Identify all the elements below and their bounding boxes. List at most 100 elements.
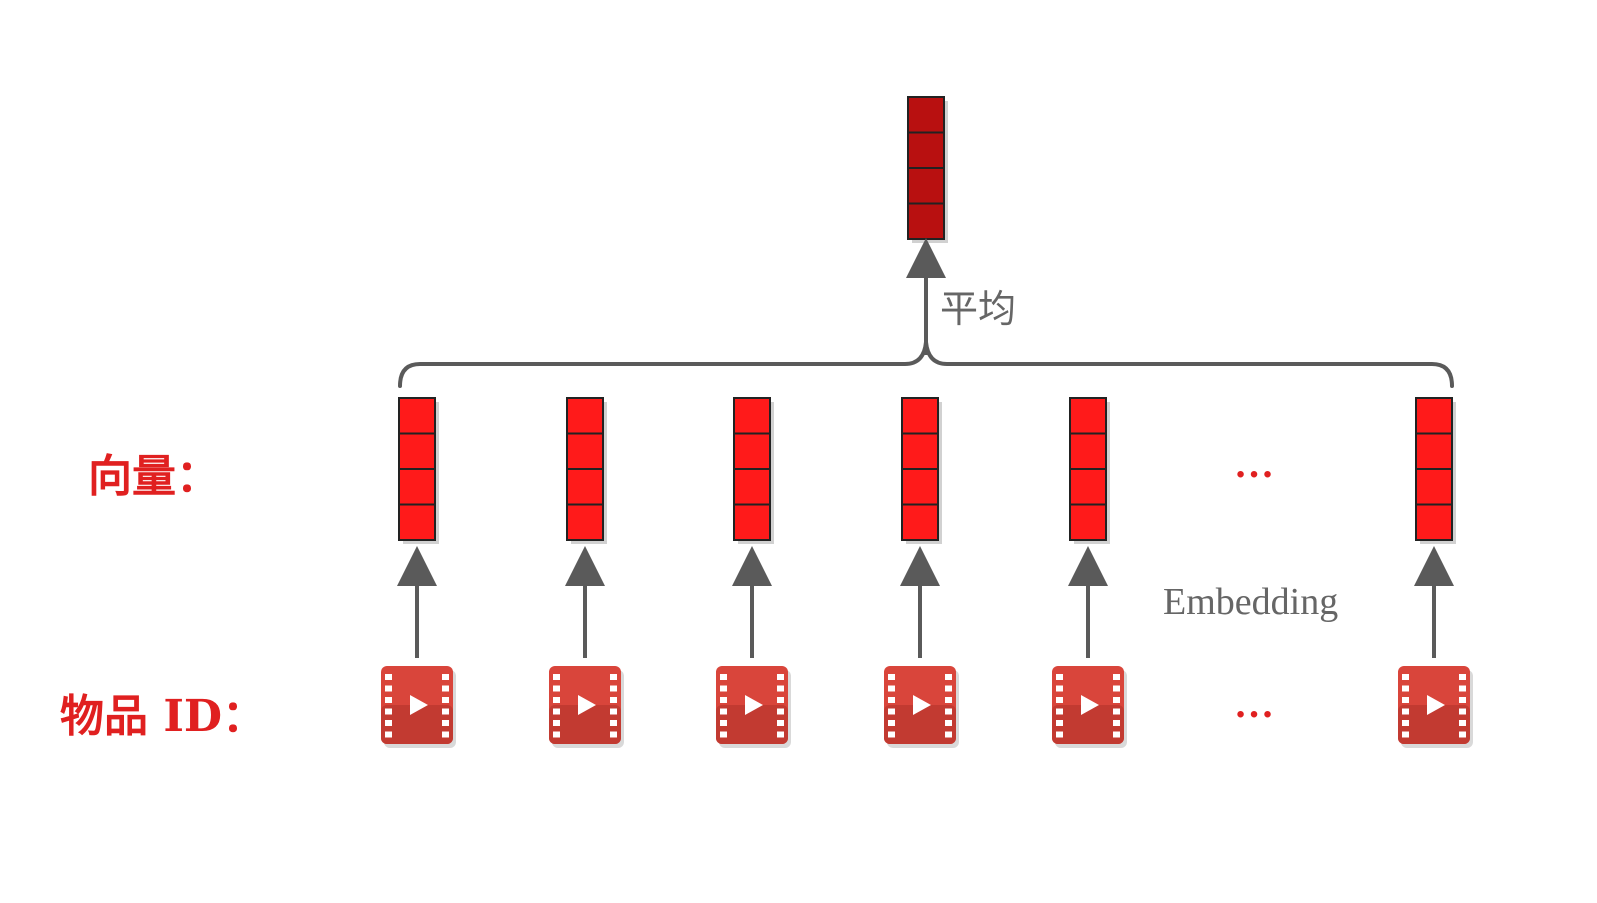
video-film-icon-2-hole-left: [553, 708, 560, 715]
video-film-icon-4-hole-left: [888, 708, 895, 715]
video-film-icon-5-hole-left: [1056, 720, 1063, 726]
video-film-icon-6-play: [1427, 695, 1445, 715]
video-film-icon-4-hole-right: [945, 674, 952, 680]
video-film-icon-4-hole-left: [888, 685, 895, 692]
video-film-icon-1-hole-right: [442, 697, 449, 703]
item-ellipsis: …: [1234, 681, 1276, 726]
vector-1-cell: [398, 503, 436, 541]
vector-5-cell: [1069, 432, 1107, 470]
vector-ellipsis: …: [1234, 441, 1276, 486]
video-film-icon-4-hole-left: [888, 731, 895, 738]
video-film-icon-5-hole-right: [1113, 697, 1120, 703]
video-film-icon-5-hole-left: [1056, 685, 1063, 692]
pooled-vector-cell: [907, 167, 945, 205]
video-film-icon-3-hole-left: [720, 720, 727, 726]
video-film-icon-1-play: [410, 695, 428, 715]
vector-6-cell: [1415, 397, 1453, 435]
pooled-vector-cell: [907, 202, 945, 240]
video-film-icon-1-hole-left: [385, 720, 392, 726]
video-film-icon-3-hole-right: [777, 685, 784, 692]
video-film-icon-3-lower: [716, 705, 788, 744]
brace: [398, 341, 1454, 388]
vector-5-cell: [1069, 468, 1107, 506]
video-film-icon-2-hole-left: [553, 685, 560, 692]
average-label: 平均: [940, 287, 1017, 331]
video-film-icon-5-hole-right: [1113, 685, 1120, 692]
video-film-icon-3-hole-left: [720, 685, 727, 692]
video-film-icon-6-lower: [1398, 705, 1470, 744]
video-film-icon-1-hole-left: [385, 708, 392, 715]
video-film-icon-2-hole-right: [610, 685, 617, 692]
video-film-icon-6-hole-right: [1459, 731, 1466, 738]
video-film-icon-2-play: [578, 695, 596, 715]
vector-6-cell: [1415, 468, 1453, 506]
video-film-icon-5-hole-right: [1113, 674, 1120, 680]
video-film-icon-6-hole-right: [1459, 720, 1466, 726]
video-film-icon-2-hole-right: [610, 731, 617, 738]
pooled-vector-cell: [907, 96, 945, 134]
vector-5-cell: [1069, 397, 1107, 435]
video-film-icon-5-hole-right: [1113, 708, 1120, 715]
video-film-icon-5-hole-left: [1056, 697, 1063, 703]
video-film-icon-6-hole-left: [1402, 674, 1409, 680]
video-film-icon-5-hole-left: [1056, 674, 1063, 680]
vectors-row-label: 向量：: [88, 451, 220, 502]
video-film-icon-1-hole-right: [442, 708, 449, 715]
video-film-icon-3-hole-right: [777, 708, 784, 715]
video-film-icon-6-hole-right: [1459, 685, 1466, 692]
vector-3-cell: [733, 432, 771, 470]
vector-2-cell: [566, 432, 604, 470]
vector-4-cell: [901, 503, 939, 541]
video-film-icon-4-lower: [884, 705, 956, 744]
video-film-icon-2-lower: [549, 705, 621, 744]
vector-2-cell: [566, 503, 604, 541]
video-film-icon-6-hole-left: [1402, 720, 1409, 726]
vector-4-cell: [901, 468, 939, 506]
video-film-icon-4-hole-right: [945, 697, 952, 703]
video-film-icon-3-play: [745, 695, 763, 715]
video-film-icon-3-hole-left: [720, 708, 727, 715]
video-film-icon-1-hole-left: [385, 685, 392, 692]
video-film-icon-4-hole-right: [945, 708, 952, 715]
vector-1-cell: [398, 397, 436, 435]
video-film-icon-6-hole-left: [1402, 697, 1409, 703]
video-film-icon-6-hole-right: [1459, 697, 1466, 703]
vector-4-cell: [901, 397, 939, 435]
video-film-icon-6-hole-left: [1402, 731, 1409, 738]
video-film-icon-1-hole-right: [442, 720, 449, 726]
video-film-icon-3-hole-left: [720, 731, 727, 738]
video-film-icon-3-hole-right: [777, 720, 784, 726]
video-film-icon-2-hole-right: [610, 674, 617, 680]
video-film-icon-1-hole-right: [442, 731, 449, 738]
vector-2-cell: [566, 468, 604, 506]
video-film-icon-5-hole-left: [1056, 708, 1063, 715]
video-film-icon-3-hole-right: [777, 674, 784, 680]
video-film-icon-2-hole-right: [610, 708, 617, 715]
video-film-icon-6-hole-left: [1402, 685, 1409, 692]
vector-6-cell: [1415, 432, 1453, 470]
vector-3-cell: [733, 468, 771, 506]
video-film-icon-5-hole-right: [1113, 731, 1120, 738]
vector-1-cell: [398, 432, 436, 470]
video-film-icon-1-hole-right: [442, 685, 449, 692]
embedding-label: Embedding: [1163, 581, 1339, 623]
vector-3-cell: [733, 397, 771, 435]
video-film-icon-6-hole-right: [1459, 674, 1466, 680]
video-film-icon-3-hole-left: [720, 674, 727, 680]
video-film-icon-4-play: [913, 695, 931, 715]
video-film-icon-2-hole-left: [553, 731, 560, 738]
video-film-icon-4-hole-left: [888, 697, 895, 703]
video-film-icon-2-hole-left: [553, 720, 560, 726]
video-film-icon-1-hole-left: [385, 697, 392, 703]
vector-1-cell: [398, 468, 436, 506]
video-film-icon-1-lower: [381, 705, 453, 744]
video-film-icon-2-hole-right: [610, 697, 617, 703]
vector-2-cell: [566, 397, 604, 435]
vector-5-cell: [1069, 503, 1107, 541]
video-film-icon-5-play: [1081, 695, 1099, 715]
video-film-icon-2-hole-left: [553, 697, 560, 703]
video-film-icon-3-hole-right: [777, 731, 784, 738]
vector-3-cell: [733, 503, 771, 541]
video-film-icon-3-hole-left: [720, 697, 727, 703]
